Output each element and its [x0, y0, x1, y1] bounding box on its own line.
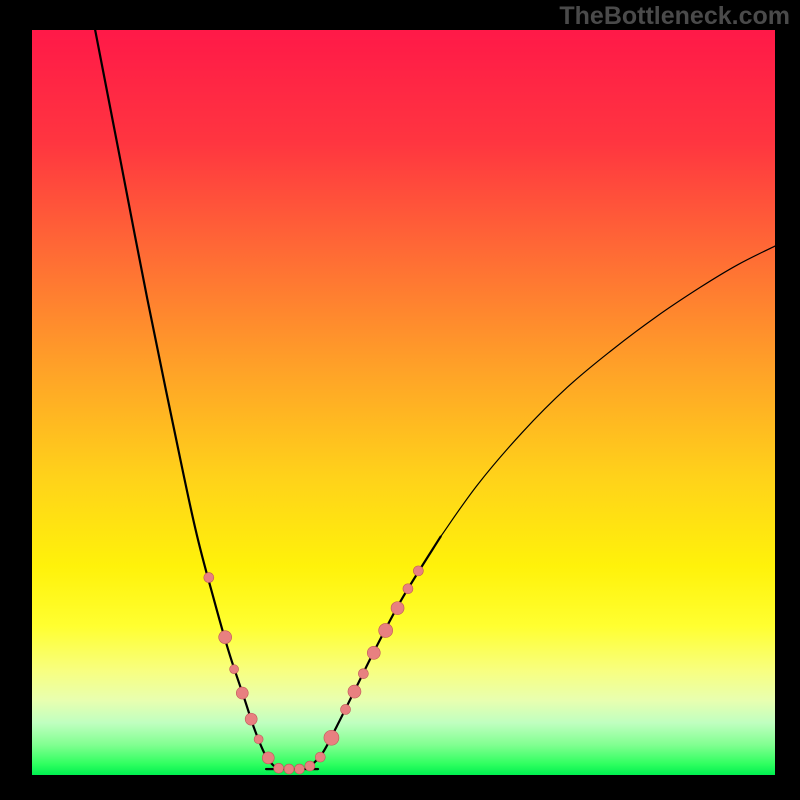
watermark-text: TheBottleneck.com — [559, 2, 790, 31]
data-marker — [324, 730, 339, 745]
chart-container: TheBottleneck.com — [0, 0, 800, 800]
data-marker — [274, 763, 284, 773]
data-marker — [284, 764, 294, 774]
data-marker — [413, 566, 423, 576]
data-marker — [204, 573, 214, 583]
data-marker — [236, 687, 248, 699]
data-marker — [254, 735, 263, 744]
data-marker — [403, 584, 413, 594]
data-marker — [219, 631, 232, 644]
data-marker — [262, 752, 274, 764]
data-marker — [391, 602, 404, 615]
data-marker — [341, 704, 351, 714]
data-marker — [379, 623, 393, 637]
gradient-background — [32, 30, 775, 775]
data-marker — [315, 752, 325, 762]
data-marker — [348, 685, 361, 698]
plot-area — [32, 30, 775, 775]
data-marker — [294, 764, 304, 774]
chart-svg — [32, 30, 775, 775]
data-marker — [358, 669, 368, 679]
data-marker — [245, 713, 257, 725]
data-marker — [367, 646, 380, 659]
data-marker — [230, 665, 239, 674]
data-marker — [305, 761, 315, 771]
